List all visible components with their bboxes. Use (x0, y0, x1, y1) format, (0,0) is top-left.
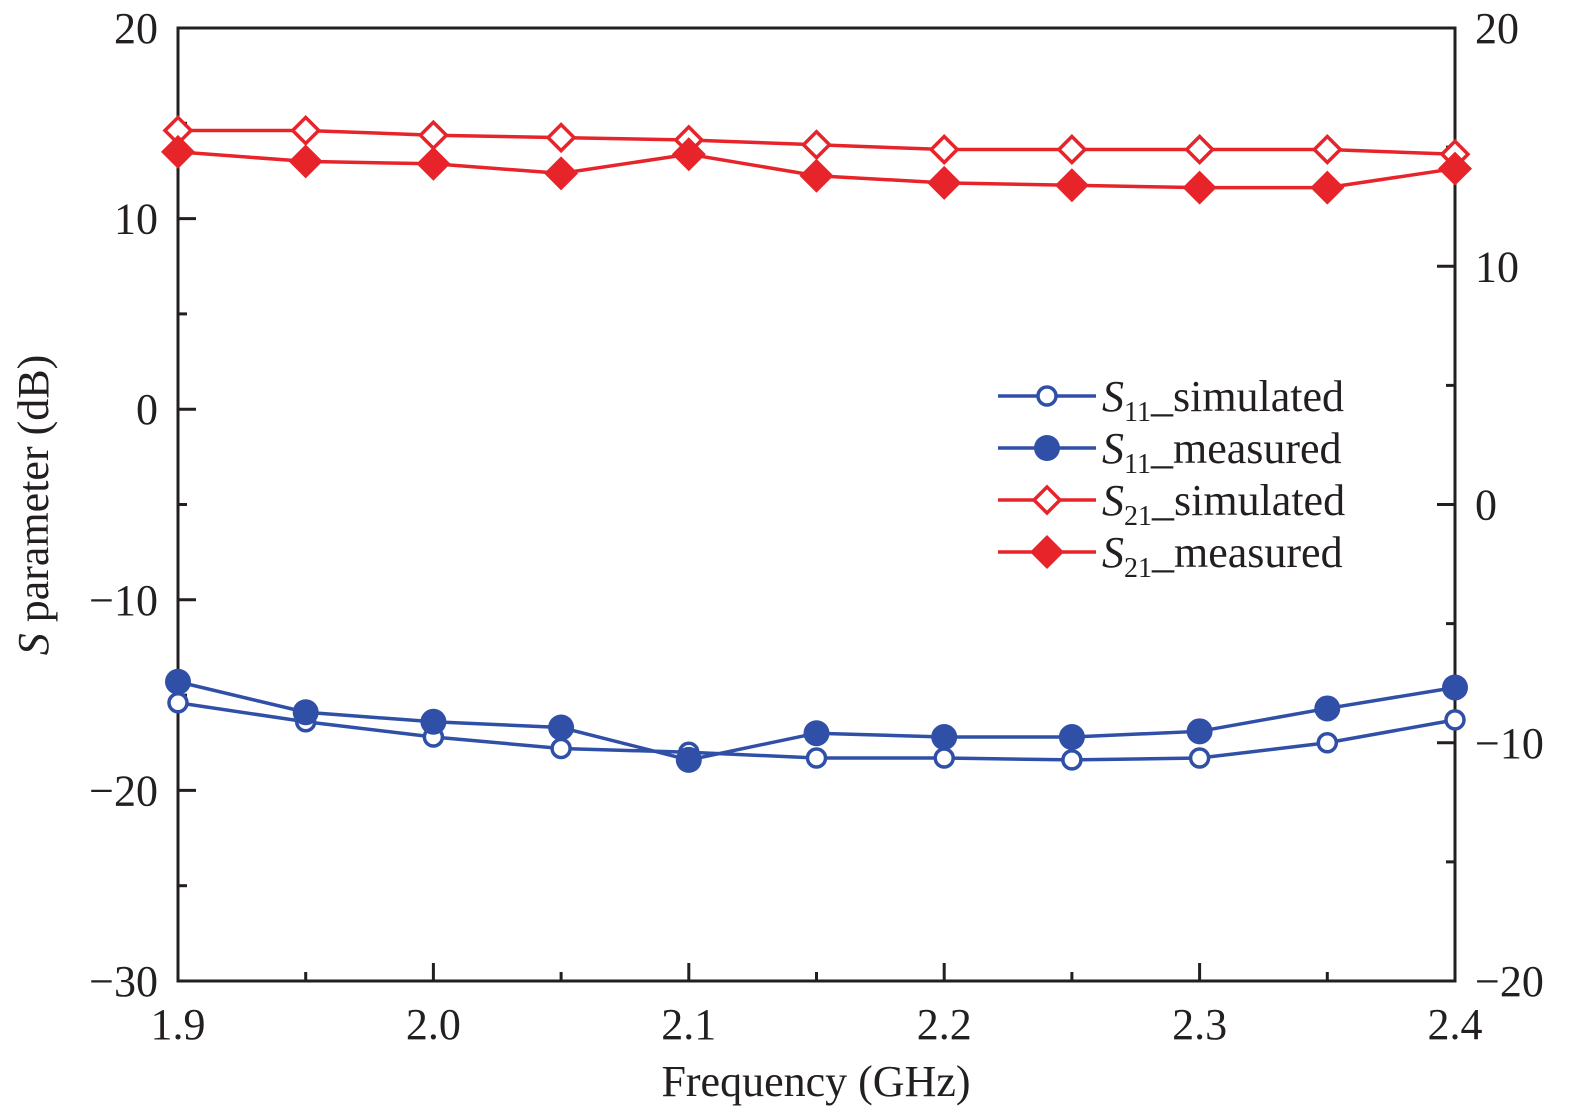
data-point (1182, 170, 1217, 205)
data-point (167, 691, 189, 714)
data-point (420, 708, 447, 735)
legend-entry: S21_measured (998, 528, 1343, 584)
legend-label: S11_simulated (1102, 372, 1344, 428)
x-tick-label: 2.1 (661, 1000, 716, 1049)
legend-label-main: S (1102, 528, 1124, 577)
data-point (544, 156, 579, 191)
data-point (1311, 134, 1343, 165)
data-point (1186, 718, 1213, 745)
data-point (1438, 151, 1472, 186)
data-point (1061, 749, 1083, 771)
data-point (550, 737, 572, 760)
x-tick-label: 2.3 (1172, 1000, 1227, 1049)
y-left-tick-label: 0 (136, 385, 158, 434)
y-left-tick-label: −10 (89, 576, 158, 625)
legend: S11_simulatedS11_measuredS21_simulatedS2… (998, 372, 1345, 584)
data-point (933, 747, 955, 769)
data-point (799, 158, 834, 193)
data-point (292, 699, 319, 726)
data-point (931, 724, 958, 751)
y-axis-title: S parameter (dB) (9, 355, 58, 656)
legend-marker (1034, 435, 1060, 461)
series-s11-measured (165, 668, 1468, 773)
data-point (288, 144, 323, 179)
x-axis: 1.9 2.0 2.1 2.2 2.3 2.4 (151, 963, 1483, 1049)
legend-marker (1030, 535, 1064, 569)
data-point (675, 746, 702, 773)
legend-label-sub: 21 (1124, 553, 1152, 584)
legend-label-main: S (1102, 424, 1124, 473)
y-right-tick-label: 0 (1475, 481, 1497, 530)
y-right-tick-label: −10 (1475, 719, 1544, 768)
legend-label-suffix: _simulated (1150, 372, 1344, 421)
data-point (545, 122, 577, 154)
y-left-tick-label: −20 (89, 766, 158, 815)
data-point (1056, 134, 1088, 165)
legend-label-main: S (1102, 372, 1124, 421)
legend-entry: S21_simulated (998, 476, 1345, 532)
legend-label-main: S (1102, 476, 1124, 525)
data-point (928, 134, 960, 165)
legend-label-sub: 21 (1124, 501, 1152, 532)
y-left-tick-label: 10 (114, 195, 158, 244)
x-tick-label: 2.0 (406, 1000, 461, 1049)
y-axis-left: 20 10 0 −10 −20 −30 (89, 4, 196, 1006)
legend-label-suffix: _measured (1151, 528, 1343, 577)
data-point (416, 146, 451, 181)
data-point (1188, 747, 1211, 769)
data-point (548, 714, 575, 741)
y-right-tick-label: 10 (1475, 242, 1519, 291)
x-tick-label: 2.2 (917, 1000, 972, 1049)
y-axis-right: 20 10 0 −10 −20 (1437, 4, 1544, 1006)
data-point (417, 119, 449, 151)
legend-label: S11_measured (1102, 424, 1342, 480)
data-point (165, 668, 191, 695)
legend-label-sub: 11 (1124, 397, 1151, 428)
legend-label-sub: 11 (1124, 449, 1151, 480)
y-left-tick-label: 20 (114, 4, 158, 53)
y-right-tick-label: −20 (1475, 957, 1544, 1006)
data-point (290, 114, 322, 146)
y-axis-title-rest: parameter (dB) (9, 355, 58, 634)
data-point (1316, 732, 1339, 754)
legend-marker (1031, 484, 1063, 516)
legend-label-suffix: _measured (1150, 424, 1342, 473)
legend-label: S21_measured (1102, 528, 1343, 584)
data-point (801, 129, 832, 161)
data-point (161, 134, 195, 169)
series-s21-measured (161, 134, 1472, 205)
data-point (1442, 674, 1468, 701)
legend-entry: S11_simulated (998, 372, 1344, 428)
x-axis-title: Frequency (GHz) (661, 1057, 970, 1106)
data-point (1314, 695, 1341, 722)
y-left-tick-label: −30 (89, 957, 158, 1006)
data-point (1444, 709, 1466, 731)
legend-label-suffix: _simulated (1151, 476, 1345, 525)
legend-marker (1036, 385, 1058, 407)
data-point (927, 165, 962, 200)
series-layer (161, 114, 1472, 773)
legend-entry: S11_measured (998, 424, 1342, 480)
legend-label: S21_simulated (1102, 476, 1345, 532)
y-axis-title-italic: S (9, 633, 58, 655)
data-point (805, 747, 828, 769)
data-point (671, 137, 706, 172)
data-point (803, 720, 830, 747)
x-tick-label: 2.4 (1428, 1000, 1483, 1049)
data-point (1184, 134, 1216, 165)
data-point (1310, 170, 1345, 205)
x-tick-label: 1.9 (151, 1000, 206, 1049)
y-right-tick-label: 20 (1475, 4, 1519, 53)
data-point (1058, 724, 1085, 751)
data-point (1054, 168, 1089, 203)
